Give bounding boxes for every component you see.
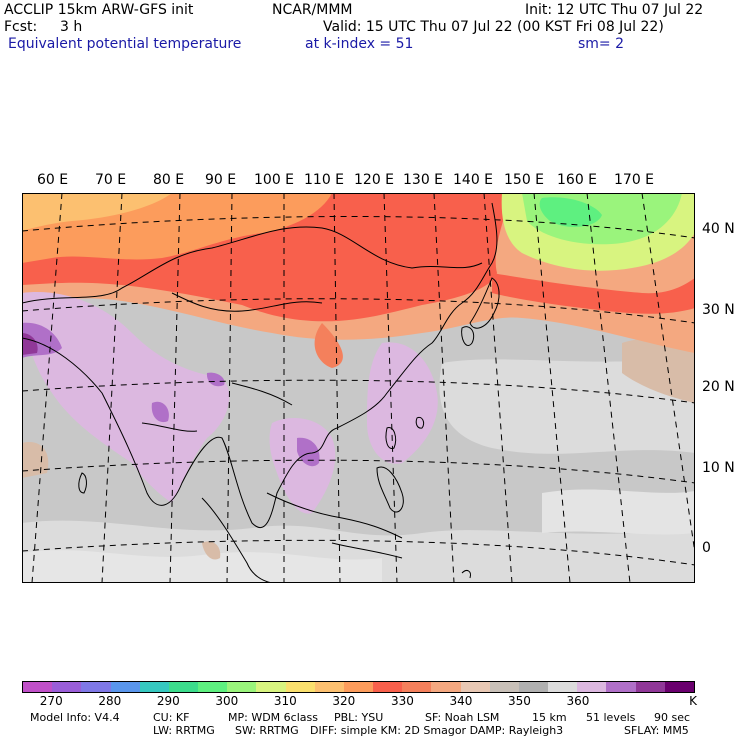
warm-band xyxy=(22,193,172,231)
purple-region xyxy=(151,401,169,423)
colorbar-tick-label: 280 xyxy=(98,694,122,708)
colorbar-swatch xyxy=(256,682,286,692)
model-info-diff: DIFF: simple KM: 2D Smagor DAMP: Rayleig… xyxy=(310,724,564,737)
lon-label: 90 E xyxy=(205,172,237,188)
lat-label: 10 N xyxy=(702,460,735,476)
purple-region xyxy=(367,342,438,464)
init-time: Init: 12 UTC Thu 07 Jul 22 xyxy=(525,2,704,18)
colorbar-tick-label: 350 xyxy=(507,694,531,708)
colorbar-swatch xyxy=(664,682,694,692)
model-info-levels: 51 levels xyxy=(586,711,636,724)
lat-label: 30 N xyxy=(702,302,735,318)
lat-label: 20 N xyxy=(702,379,735,395)
colorbar-tick-label: 320 xyxy=(332,694,356,708)
colorbar-tick-label: 270 xyxy=(39,694,63,708)
lon-label: 170 E xyxy=(614,172,655,188)
colorbar-swatch xyxy=(402,682,432,692)
colorbar-swatch xyxy=(489,682,519,692)
light-gray-region xyxy=(439,358,695,454)
graticule xyxy=(22,193,695,583)
green-region xyxy=(539,197,602,227)
theta-e-map xyxy=(22,193,695,583)
valid-time: Valid: 15 UTC Thu 07 Jul 22 (00 KST Fri … xyxy=(323,19,664,35)
colorbar-swatch xyxy=(52,682,82,692)
lon-label: 140 E xyxy=(453,172,494,188)
colorbar-swatch xyxy=(343,682,374,692)
colorbar-swatch xyxy=(548,682,578,692)
colorbar-tick-label: 290 xyxy=(156,694,180,708)
model-info-sflay: SFLAY: MM5 xyxy=(624,724,689,737)
lon-label: 60 E xyxy=(37,172,69,188)
tan-region xyxy=(202,541,221,560)
model-info-sw: SW: RRTMG xyxy=(235,724,299,737)
lat-label: 40 N xyxy=(702,221,735,237)
model-info-res: 15 km xyxy=(532,711,567,724)
model-info-cu: CU: KF xyxy=(153,711,190,724)
colorbar-swatch xyxy=(431,682,461,692)
forecast-label: Fcst: xyxy=(4,19,38,35)
map-frame xyxy=(22,193,695,583)
lon-label: 80 E xyxy=(153,172,185,188)
colorbar-swatch xyxy=(606,682,636,692)
lon-label: 120 E xyxy=(354,172,395,188)
light-gray-region xyxy=(22,550,382,583)
colorbar-swatch xyxy=(23,682,53,692)
colorbar-swatch xyxy=(285,682,315,692)
colorbar-tick-label: 330 xyxy=(390,694,414,708)
lon-label: 160 E xyxy=(557,172,598,188)
colorbar-tick-label: 300 xyxy=(215,694,239,708)
purple-region xyxy=(206,372,225,387)
coastlines xyxy=(22,202,500,583)
lon-label: 70 E xyxy=(95,172,127,188)
colorbar-swatch xyxy=(518,682,549,692)
lon-label: 130 E xyxy=(403,172,444,188)
colorbar-swatch xyxy=(373,682,403,692)
lon-label: 100 E xyxy=(254,172,295,188)
colorbar xyxy=(22,681,695,693)
model-info-lw: LW: RRTMG xyxy=(153,724,215,737)
model-title: ACCLIP 15km ARW-GFS init xyxy=(4,2,194,18)
purple-region xyxy=(297,437,320,467)
level-index: at k-index = 51 xyxy=(305,36,414,52)
tan-region xyxy=(622,338,695,403)
org-label: NCAR/MMM xyxy=(272,2,353,18)
colorbar-swatch xyxy=(314,682,344,692)
forecast-hour: 3 h xyxy=(60,19,83,35)
model-info-sf: SF: Noah LSM xyxy=(425,711,500,724)
colorbar-swatch xyxy=(227,682,257,692)
colorbar-swatch xyxy=(168,682,199,692)
colorbar-swatch xyxy=(577,682,607,692)
purple-region xyxy=(269,418,336,514)
light-gray-region xyxy=(542,489,695,535)
colorbar-tick-label: 360 xyxy=(566,694,590,708)
model-info-mp: MP: WDM 6class xyxy=(228,711,318,724)
colorbar-swatch xyxy=(110,682,140,692)
colorbar-swatch xyxy=(460,682,490,692)
model-info-step: 90 sec xyxy=(654,711,691,724)
colorbar-swatch xyxy=(139,682,169,692)
field-name: Equivalent potential temperature xyxy=(8,36,242,52)
lat-label: 0 xyxy=(702,540,711,556)
colorbar-swatch xyxy=(635,682,665,692)
model-info-pbl: PBL: YSU xyxy=(334,711,384,724)
model-info: Model Info: V4.4 xyxy=(30,711,120,724)
purple-region xyxy=(22,292,230,503)
warm-band xyxy=(314,323,343,368)
colorbar-tick-label: 310 xyxy=(273,694,297,708)
colorbar-unit: K xyxy=(689,694,697,708)
smoothing-label: sm= 2 xyxy=(578,36,625,52)
colorbar-swatch xyxy=(198,682,228,692)
colorbar-tick-label: 340 xyxy=(449,694,473,708)
lon-label: 150 E xyxy=(504,172,545,188)
lon-label: 110 E xyxy=(304,172,345,188)
colorbar-swatch xyxy=(81,682,111,692)
